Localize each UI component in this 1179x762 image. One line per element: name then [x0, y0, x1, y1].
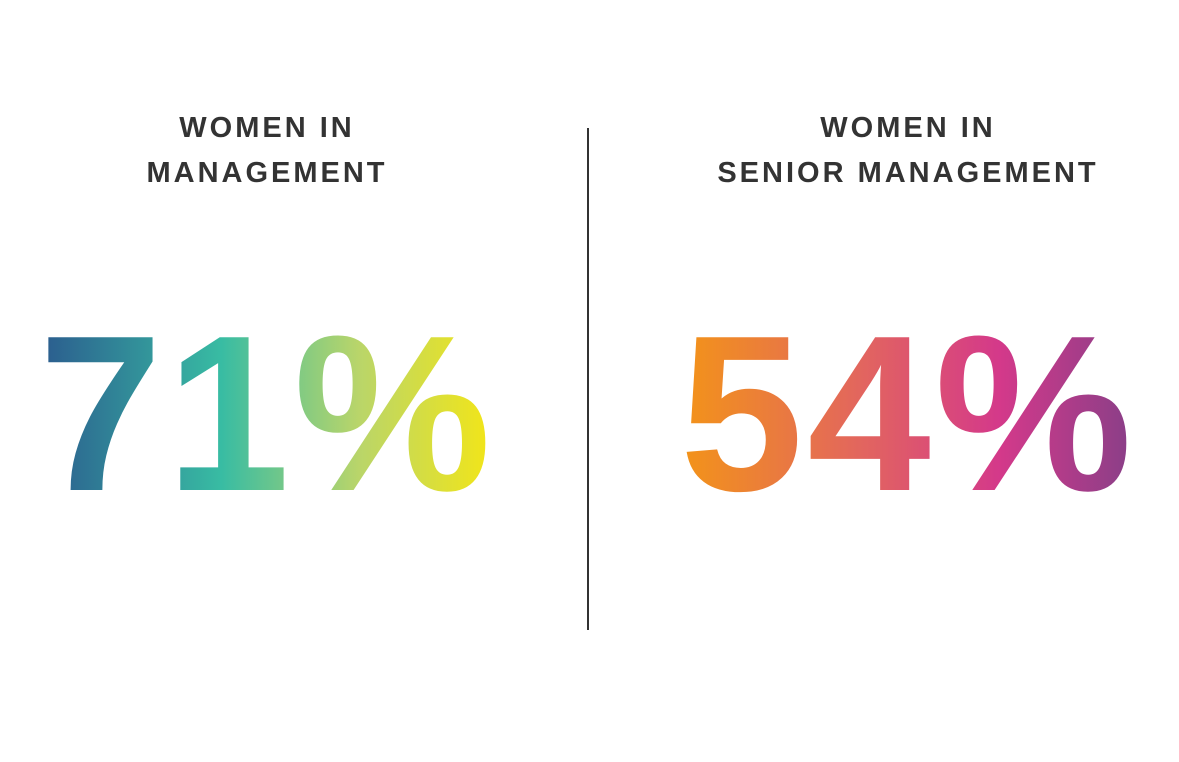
- stat-value: 54%: [680, 290, 1136, 538]
- stat-value: 71%: [39, 290, 495, 538]
- stat-heading: SENIOR MANAGEMENT: [717, 157, 1098, 189]
- stat-heading: MANAGEMENT: [146, 157, 387, 189]
- stat-heading: WOMEN IN: [820, 112, 995, 144]
- stat-heading: WOMEN IN: [179, 112, 354, 144]
- stats: WOMEN IN MANAGEMENT 71% WOMEN IN SENIOR MANA…: [39, 112, 1136, 538]
